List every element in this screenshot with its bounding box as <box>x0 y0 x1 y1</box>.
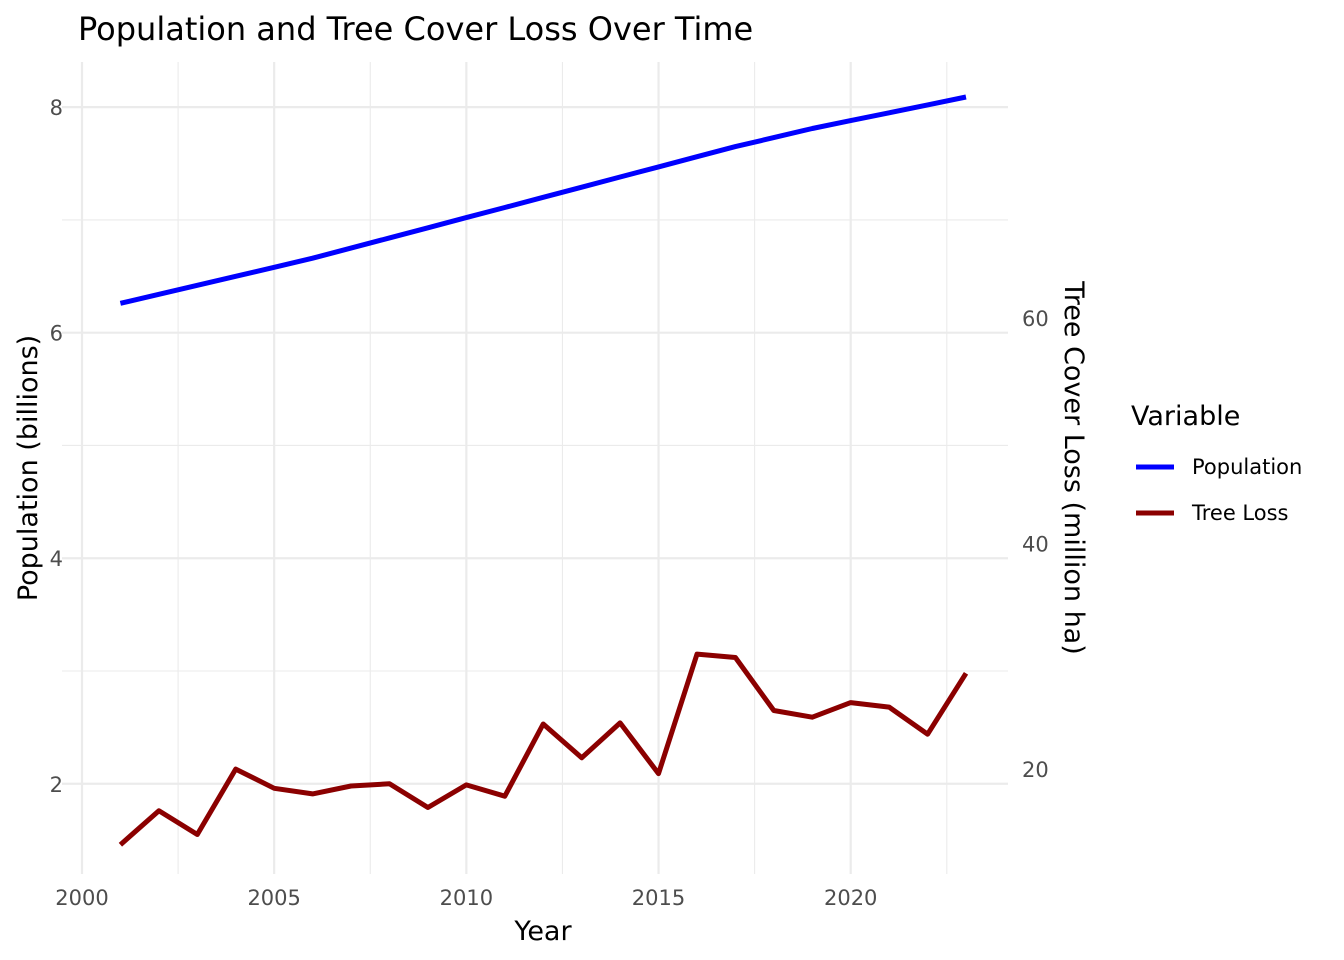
y2-tick-label: 60 <box>1022 307 1049 331</box>
grid <box>62 62 1008 874</box>
y-tick-label: 6 <box>50 322 63 346</box>
y-tick-label: 4 <box>50 547 63 571</box>
x-tick-label: 2010 <box>440 886 493 910</box>
legend-title: Variable <box>1131 401 1240 432</box>
legend-label-population: Population <box>1192 455 1302 479</box>
plot-series <box>118 94 969 847</box>
x-axis-title: Year <box>513 916 572 947</box>
x-tick-label: 2005 <box>247 886 300 910</box>
legend: Variable Population Tree Loss <box>1131 401 1302 525</box>
tick-labels: 2000 2005 2010 2015 2020 2 4 6 8 20 40 60 <box>50 96 1049 910</box>
y2-tick-label: 20 <box>1022 758 1049 782</box>
series-line-population <box>119 94 967 306</box>
y2-tick-label: 40 <box>1022 533 1049 557</box>
legend-label-tree-loss: Tree Loss <box>1191 501 1289 525</box>
x-tick-label: 2015 <box>632 886 685 910</box>
x-tick-label: 2020 <box>824 886 877 910</box>
x-tick-label: 2000 <box>55 886 108 910</box>
y2-axis-title: Tree Cover Loss (million ha) <box>1058 280 1089 655</box>
y-tick-label: 2 <box>50 773 63 797</box>
y-tick-label: 8 <box>50 96 63 120</box>
chart-title: Population and Tree Cover Loss Over Time <box>78 10 753 48</box>
series-line-tree-loss <box>118 651 969 847</box>
y-axis-title: Population (billions) <box>13 335 44 601</box>
